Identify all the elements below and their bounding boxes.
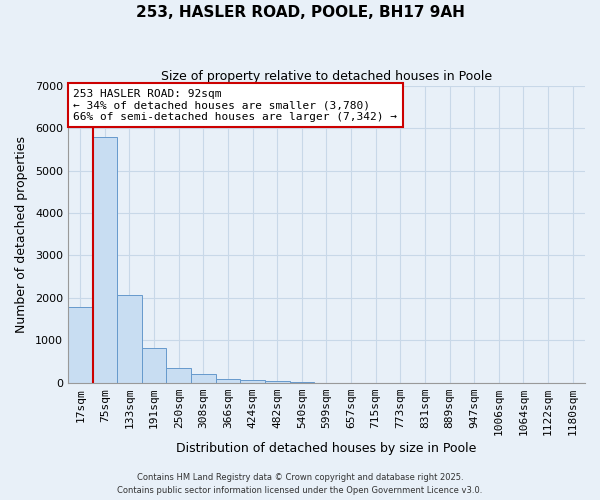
Bar xyxy=(290,382,314,383)
Bar xyxy=(92,136,117,383)
Bar xyxy=(215,378,240,383)
Text: 253, HASLER ROAD, POOLE, BH17 9AH: 253, HASLER ROAD, POOLE, BH17 9AH xyxy=(136,5,464,20)
Title: Size of property relative to detached houses in Poole: Size of property relative to detached ho… xyxy=(161,70,492,83)
Bar xyxy=(191,374,215,383)
Bar xyxy=(240,380,265,383)
Bar xyxy=(117,296,142,383)
Bar xyxy=(166,368,191,383)
Bar xyxy=(68,308,92,383)
Bar xyxy=(265,382,290,383)
Text: 253 HASLER ROAD: 92sqm
← 34% of detached houses are smaller (3,780)
66% of semi-: 253 HASLER ROAD: 92sqm ← 34% of detached… xyxy=(73,88,397,122)
Bar xyxy=(142,348,166,383)
Text: Contains HM Land Registry data © Crown copyright and database right 2025.
Contai: Contains HM Land Registry data © Crown c… xyxy=(118,474,482,495)
Y-axis label: Number of detached properties: Number of detached properties xyxy=(15,136,28,333)
X-axis label: Distribution of detached houses by size in Poole: Distribution of detached houses by size … xyxy=(176,442,476,455)
